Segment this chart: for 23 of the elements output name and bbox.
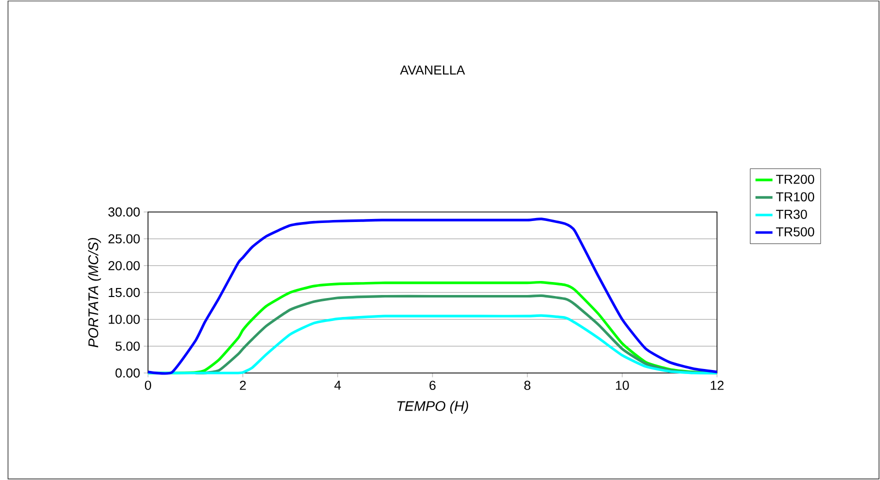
y-axis-title: PORTATA (MC/S) — [88, 238, 101, 348]
y-tick-label: 20.00 — [108, 261, 140, 270]
y-tick-label: 0.00 — [116, 368, 140, 378]
y-tick-label: 10.00 — [108, 314, 140, 324]
x-tick-label: 6 — [430, 380, 436, 390]
x-tick-label: 8 — [524, 380, 530, 390]
chart-title: AVANELLA — [400, 66, 465, 74]
x-axis-title: TEMPO (H) — [397, 400, 468, 414]
x-tick-label: 2 — [240, 380, 246, 390]
x-tick-label: 10 — [616, 380, 629, 390]
legend-label: TR200 — [776, 174, 814, 184]
legend-label: TR30 — [776, 210, 807, 219]
y-tick-label: 25.00 — [108, 234, 140, 244]
legend-label: TR500 — [776, 227, 814, 236]
y-tick-label: 15.00 — [108, 288, 140, 298]
x-tick-label: 12 — [710, 380, 724, 390]
legend-label: TR100 — [776, 192, 814, 202]
line-series — [146, 314, 718, 374]
x-tick-label: 4 — [334, 380, 341, 390]
y-tick-label: 30.00 — [108, 207, 140, 217]
x-tick-label: 0 — [144, 380, 152, 390]
y-tick-label: 5.00 — [116, 342, 140, 351]
line-series — [146, 218, 718, 375]
